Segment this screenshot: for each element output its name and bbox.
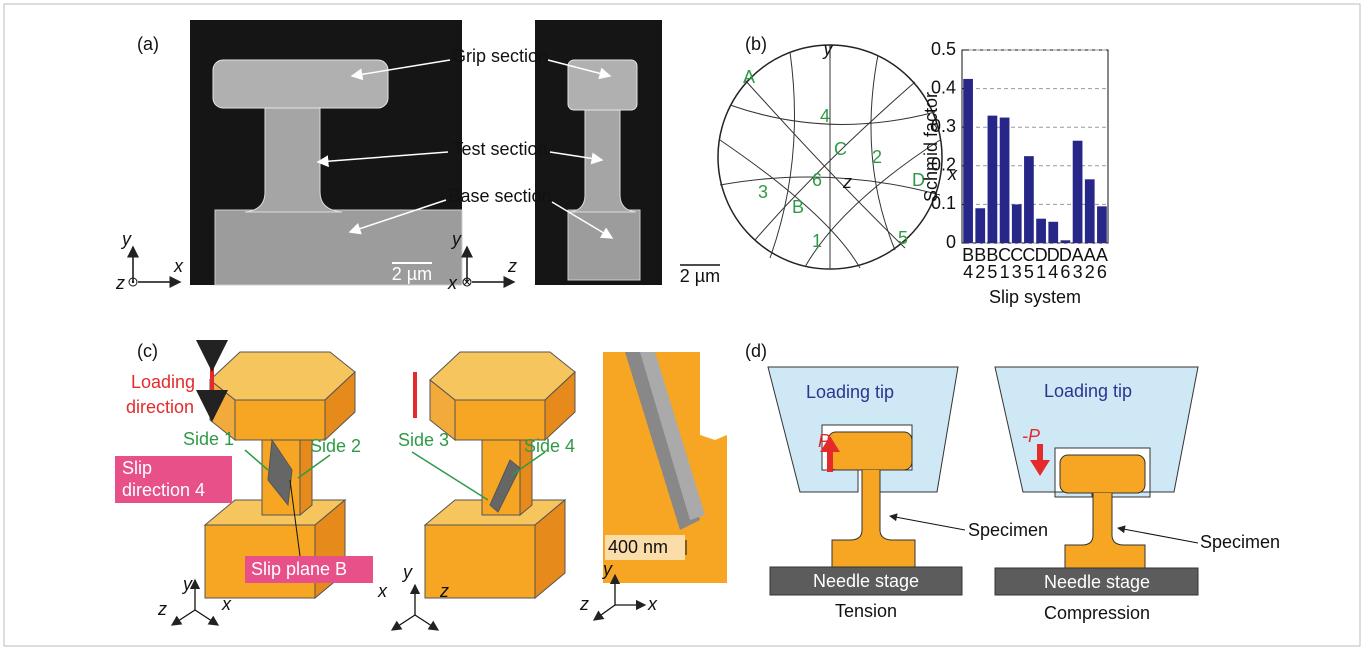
bar [1000, 118, 1010, 243]
axis-label: z [157, 599, 167, 619]
y-tick-label: 0.2 [931, 155, 956, 175]
panel-label: (d) [745, 341, 767, 361]
slip-direction: Slip [122, 458, 152, 478]
side-label: Side 1 [183, 429, 234, 449]
annotation: Base section [448, 186, 551, 206]
stage-label: Needle stage [813, 571, 919, 591]
loading-direction: Loading [131, 372, 195, 392]
mode-label: Tension [835, 601, 897, 621]
pole-label: 4 [820, 106, 830, 126]
bar [988, 116, 998, 243]
bar [1036, 219, 1046, 243]
pole-label: 3 [758, 182, 768, 202]
axis-label: y [450, 229, 462, 249]
bar [1061, 240, 1071, 243]
panel-label: (a) [137, 34, 159, 54]
side-label: Side 4 [524, 436, 575, 456]
panel-d: (d) Loading tip P Specimen Needle stage … [745, 341, 1280, 623]
pole-label: 5 [898, 228, 908, 248]
axis-label: z [439, 581, 449, 601]
slip-direction: direction 4 [122, 480, 205, 500]
scale-bar-label: 2 µm [680, 266, 720, 286]
axis-label: x [221, 594, 232, 614]
bar [1024, 156, 1034, 243]
bar [1097, 206, 1107, 243]
side-label: Side 3 [398, 430, 449, 450]
mode-label: Compression [1044, 603, 1150, 623]
bar [1048, 222, 1058, 243]
axis-label: y [120, 229, 132, 249]
bar [975, 208, 985, 243]
axis-label: z [507, 256, 517, 276]
axis-label: y [401, 562, 413, 582]
y-tick-label: 0.1 [931, 193, 956, 213]
y-axis-label: Schmid factor [921, 92, 941, 202]
panel-a: (a) Grip section Test section Base secti… [115, 20, 720, 293]
axis-label: z [579, 594, 589, 614]
annotation: Test section [452, 139, 547, 159]
tip-label: Loading tip [1044, 381, 1132, 401]
schmid-chart: Schmid factor Slip system 00.10.20.30.40… [921, 39, 1108, 307]
specimen-label: Specimen [968, 520, 1048, 540]
pole-label: 6 [812, 170, 822, 190]
panel-label: (b) [745, 34, 767, 54]
side-label: Side 2 [310, 436, 361, 456]
panel-c: (c) 400 nm Loading direction Side 1 Side… [115, 341, 727, 630]
scale-bar-label: 400 nm [608, 537, 668, 557]
pole-label: A [743, 67, 755, 87]
y-tick-label: 0 [946, 232, 956, 252]
load-label: P [818, 431, 830, 451]
bar [963, 79, 973, 243]
y-tick-label: 0.4 [931, 77, 956, 97]
figure: (a) Grip section Test section Base secti… [0, 0, 1365, 651]
axis-label: y [181, 574, 193, 594]
bar [1012, 204, 1022, 243]
bar [1073, 141, 1083, 243]
pole-label: B [792, 197, 804, 217]
axis-label: z [842, 172, 852, 192]
axis-label: x [173, 256, 184, 276]
axis-label: x [447, 273, 458, 293]
pole-label: 1 [812, 231, 822, 251]
stage-label: Needle stage [1044, 572, 1150, 592]
pole-label: 2 [872, 147, 882, 167]
loading-direction: direction [126, 397, 194, 417]
panel-label: (c) [137, 341, 158, 361]
axis-label: x [377, 581, 388, 601]
axis-label: y [601, 559, 613, 579]
slip-plane: Slip plane B [251, 559, 347, 579]
x-axis-label: Slip system [989, 287, 1081, 307]
annotation: Grip section [452, 46, 548, 66]
axis-label: z [115, 273, 125, 293]
pole-label: C [834, 139, 847, 159]
tip-label: Loading tip [806, 382, 894, 402]
axis-label: y [822, 39, 834, 59]
bar [1085, 179, 1095, 243]
load-label: -P [1022, 426, 1040, 446]
y-tick-label: 0.5 [931, 39, 956, 59]
axis-label: x [647, 594, 658, 614]
y-tick-label: 0.3 [931, 116, 956, 136]
scale-bar-label: 2 µm [392, 264, 432, 284]
specimen-label: Specimen [1200, 532, 1280, 552]
